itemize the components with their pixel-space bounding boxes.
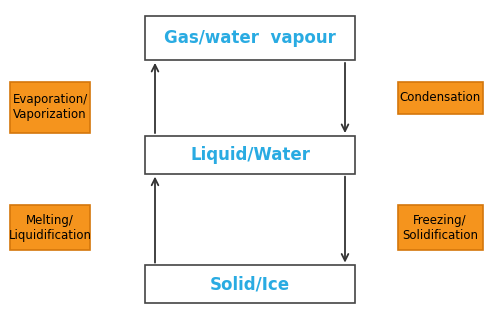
- Text: Liquid/Water: Liquid/Water: [190, 146, 310, 164]
- FancyBboxPatch shape: [398, 82, 482, 114]
- FancyBboxPatch shape: [145, 265, 355, 303]
- Text: Evaporation/
Vaporization: Evaporation/ Vaporization: [12, 94, 88, 121]
- FancyBboxPatch shape: [145, 16, 355, 60]
- Text: Gas/water  vapour: Gas/water vapour: [164, 29, 336, 47]
- Text: Melting/
Liquidification: Melting/ Liquidification: [8, 214, 91, 241]
- FancyBboxPatch shape: [398, 205, 482, 250]
- Text: Condensation: Condensation: [400, 91, 480, 105]
- Text: Freezing/
Solidification: Freezing/ Solidification: [402, 214, 478, 241]
- FancyBboxPatch shape: [10, 82, 90, 133]
- FancyBboxPatch shape: [10, 205, 90, 250]
- FancyBboxPatch shape: [145, 136, 355, 174]
- Text: Solid/Ice: Solid/Ice: [210, 276, 290, 293]
